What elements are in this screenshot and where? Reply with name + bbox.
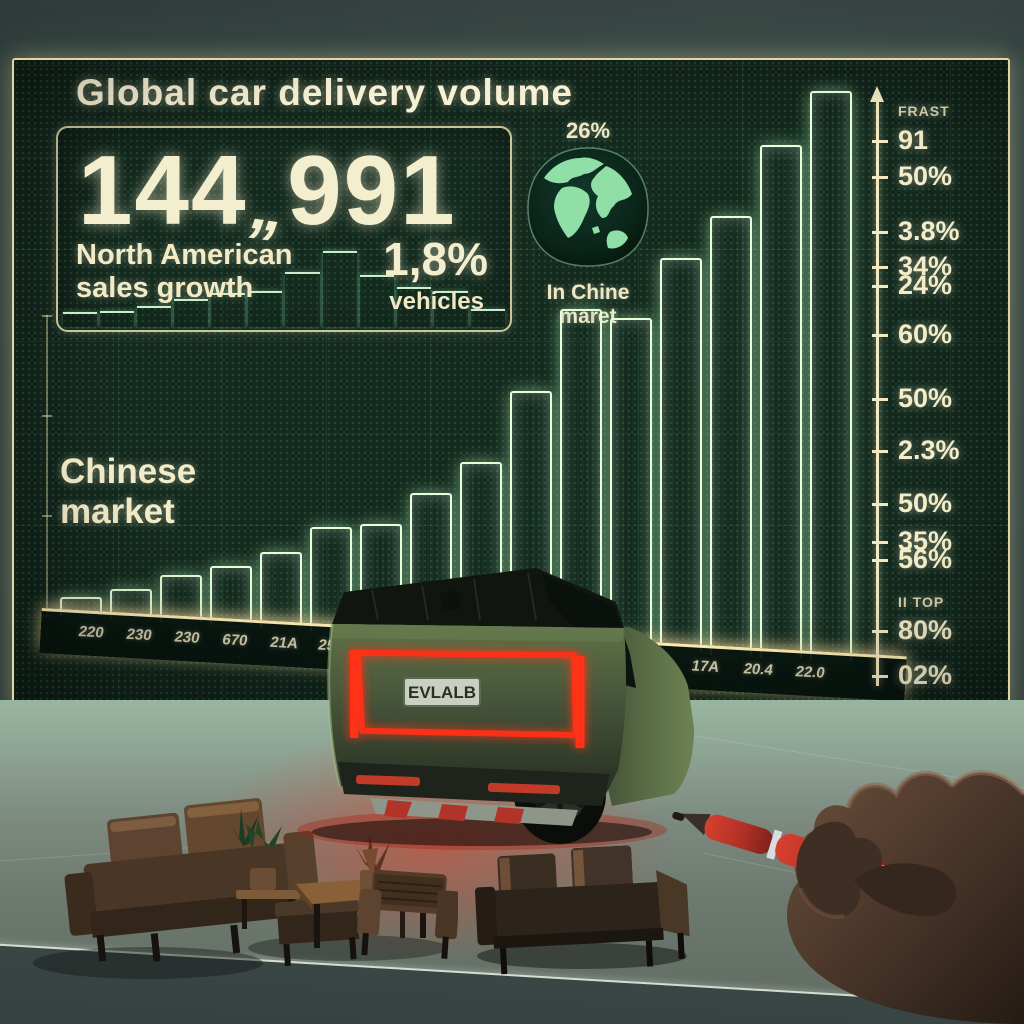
right-axis: FRAST 91 50% 3.8% 34% 24% 60% 50% 2.3% 50% 35% 56% I… [870,86,1006,691]
axis-tick [872,450,888,454]
led-tail-light [350,649,585,748]
axis-tick [872,266,888,270]
sparkline-bar [322,251,357,327]
sofa-back-view [474,845,690,975]
globe-percent: 26% [565,118,611,143]
globe-block: 26% In Chine maret [520,118,656,329]
reflector [355,774,421,787]
number-separator: ,, [247,170,286,246]
sparkline-chart [63,247,505,327]
chart-bar [760,144,802,658]
market-label-line1: Chinese [60,452,197,491]
x-axis-label: 20.4 [742,660,775,679]
stat-sublabel-line2: sales growth [76,271,254,304]
left-axis [42,315,52,617]
delivery-volume-number: 144 ,, 991 [78,134,457,247]
market-label-line2: market [60,492,175,532]
sparkline-bar [433,291,468,327]
right-axis-label: II TOP [898,594,945,611]
x-axis-label: 230 [124,625,154,645]
stat-sublabel-line1: North American [76,239,293,272]
thumb [854,863,957,917]
sparkline-bar [137,305,172,327]
axis-tick [872,630,888,634]
chart-title: Global car delivery volume [76,72,573,113]
sparkline-bar [396,286,431,327]
furniture-right [474,845,690,975]
license-plate: EVLALB [403,677,481,707]
growth-percent-caption: vehicles [389,288,484,315]
chart-bar [810,91,852,661]
sparkline-bar [100,310,135,327]
right-axis-label: 2.3% [898,435,960,466]
stat-card: 144 ,, 991 North American sales growth 1… [56,126,512,332]
number-left: 144 [78,135,248,245]
sparkline-bar [63,312,98,327]
sparkline-bar [359,275,394,327]
right-axis-label: 60% [898,318,953,349]
car-rear-face [328,624,626,798]
right-axis-label: 3.8% [898,216,960,247]
right-axis-label: FRAST [898,102,950,119]
car: EVLALB [297,568,694,850]
stat-sublabel: North American sales growth [76,239,292,304]
axis-tick [872,502,888,506]
axis-tick [872,559,888,563]
right-axis-label: 80% [898,615,953,646]
sparkline-bar [211,293,246,327]
right-axis-label: 02% [898,660,953,691]
right-axis-label: 50% [898,160,953,191]
axis-arrow-icon [870,86,884,102]
furniture-left [33,798,458,979]
finger [796,821,882,917]
rear-bumper [338,762,610,806]
axis-tick [872,175,888,179]
growth-percent: 1,8% [383,233,488,285]
right-axis-label: 24% [898,269,953,300]
license-plate-text: EVLALB [408,683,476,702]
number-right: 991 [287,135,457,245]
chart-bar [260,552,302,628]
x-axis-label: 670 [220,631,250,650]
axis-tick [872,675,888,679]
chart-bar [610,317,652,649]
sparkline-bar [285,272,320,327]
chart-bar [660,258,702,652]
diffuser [370,798,578,826]
chart-bar [710,215,752,655]
mirror-icon [440,590,462,610]
x-axis-label: 230 [172,628,202,647]
globe-icon [527,147,649,267]
sparkline-bar [470,309,505,327]
axis-line [876,100,879,686]
right-axis-label: 34% [898,251,953,282]
sparkline-bar [174,299,209,327]
axis-tick [872,397,888,401]
hand-with-pen [672,770,1024,1024]
right-axis-label: 50% [898,487,953,518]
axis-tick [872,231,888,235]
dashboard-screen: Global car delivery volume 144 ,, 991 No… [12,58,1010,712]
axis-tick [872,540,888,544]
right-axis-label: 50% [898,382,953,413]
x-axis-label: 220 [77,623,106,642]
armchair [356,869,458,959]
axis-tick [872,284,888,288]
chart-bar [210,566,252,625]
sparkline-bar [248,291,283,327]
market-label: Chinese market [60,452,196,533]
right-axis-label: 35% [898,525,953,556]
axis-tick [872,333,888,337]
right-axis-label: 56% [898,544,953,575]
right-axis-label: 91 [898,124,929,155]
x-axis-label: 22.0 [793,663,827,682]
reflector [487,782,561,795]
axis-tick [872,139,888,143]
